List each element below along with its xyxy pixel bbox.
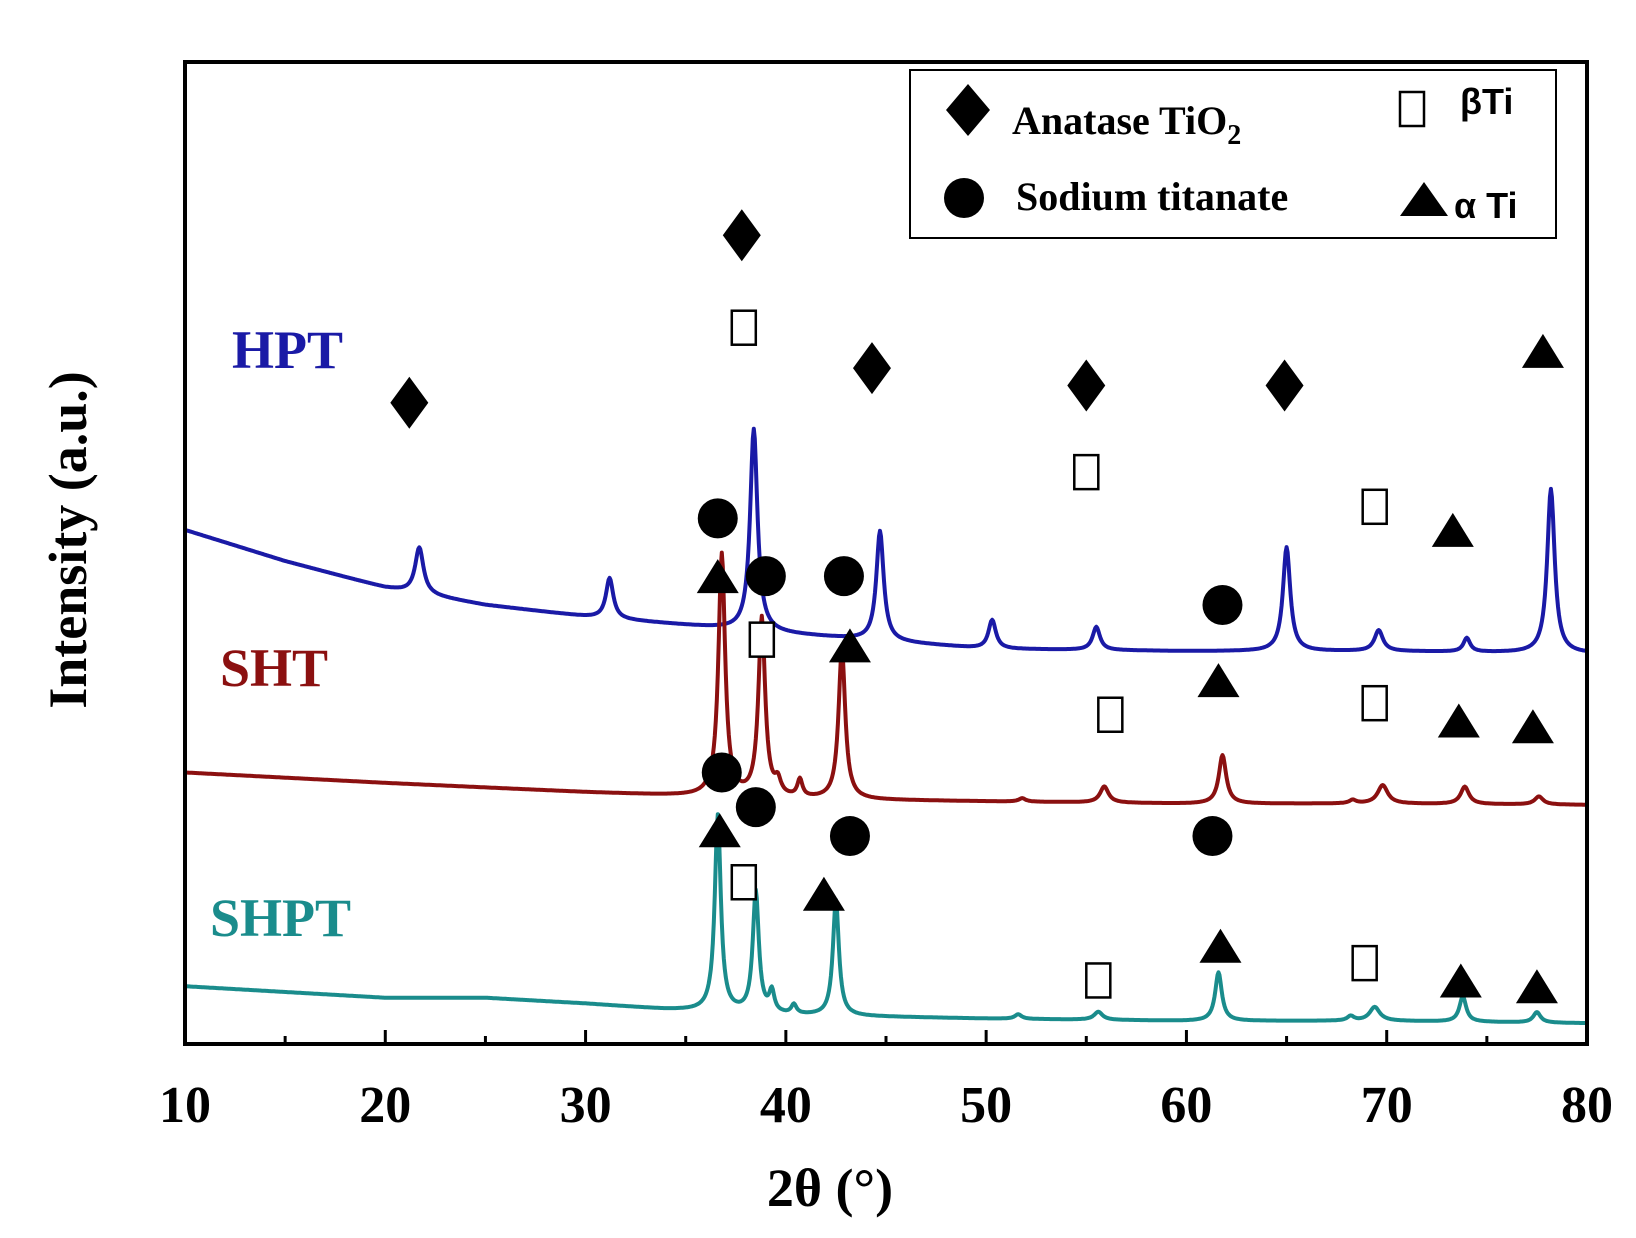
sodium-titanate-circle-marker — [1202, 584, 1243, 625]
beta-ti-square-marker — [730, 309, 758, 346]
sodium-titanate-circle-marker — [823, 556, 864, 597]
legend: Anatase TiO2 βTi Sodium titanate α Ti — [909, 69, 1557, 239]
x-tick-label: 20 — [359, 1077, 411, 1134]
alpha-ti-triangle-marker — [698, 813, 741, 848]
beta-ti-square-marker — [1361, 488, 1388, 526]
beta-ti-square-marker — [730, 864, 758, 901]
legend-label-sodium-titanate: Sodium titanate — [1016, 174, 1288, 219]
diamond-icon — [946, 84, 990, 136]
series-label-hpt: HPT — [232, 320, 343, 380]
series-line-sht — [184, 550, 1588, 807]
sodium-titanate-circle-marker — [1192, 816, 1233, 857]
legend-label-alpha-ti: α Ti — [1454, 185, 1517, 226]
y-axis-title: Intensity (a.u.) — [38, 371, 98, 709]
anatase-diamond-marker — [852, 342, 891, 395]
circle-icon — [944, 178, 984, 218]
x-tick-label: 10 — [159, 1077, 211, 1134]
beta-ti-square-marker — [1097, 696, 1124, 733]
alpha-ti-triangle-marker — [1437, 703, 1480, 738]
anatase-diamond-marker — [1067, 359, 1106, 412]
legend-label-beta-ti: βTi — [1460, 81, 1513, 122]
alpha-ti-triangle-marker — [1511, 709, 1554, 744]
sodium-titanate-circle-marker — [745, 556, 786, 597]
alpha-ti-triangle-marker — [802, 876, 845, 911]
alpha-ti-triangle-marker — [1439, 963, 1482, 998]
legend-box — [909, 69, 1557, 239]
x-tick-label: 60 — [1160, 1077, 1212, 1134]
series-line-hpt — [184, 426, 1588, 654]
sodium-titanate-circle-marker — [829, 816, 870, 857]
data-layer — [184, 209, 1588, 1026]
legend-label-anatase: Anatase TiO2 — [1012, 98, 1241, 151]
x-tick-label: 30 — [560, 1077, 612, 1134]
series-label-sht: SHT — [220, 638, 328, 698]
triangle-icon — [1400, 182, 1448, 216]
alpha-ti-triangle-marker — [828, 628, 871, 663]
series-label-shpt: SHPT — [210, 888, 351, 948]
anatase-diamond-marker — [1265, 359, 1304, 412]
x-axis-title: 2θ (°) — [767, 1158, 893, 1218]
alpha-ti-triangle-marker — [1197, 663, 1240, 698]
series-line-shpt — [184, 812, 1588, 1026]
alpha-ti-triangle-marker — [1521, 333, 1564, 368]
sodium-titanate-circle-marker — [735, 787, 776, 828]
sodium-titanate-circle-marker — [697, 498, 738, 539]
beta-ti-square-marker — [1361, 684, 1388, 722]
alpha-ti-triangle-marker — [1515, 969, 1558, 1004]
alpha-ti-triangle-marker — [1431, 512, 1474, 547]
sodium-titanate-circle-marker — [701, 752, 742, 793]
alpha-ti-triangle-marker — [1199, 928, 1242, 963]
beta-ti-square-marker — [1085, 962, 1112, 999]
x-tick-label: 80 — [1561, 1077, 1613, 1134]
alpha-ti-triangle-marker — [696, 559, 739, 594]
x-tick-label: 70 — [1361, 1077, 1413, 1134]
x-axis: 10 20 30 40 50 60 70 80 — [159, 1030, 1613, 1134]
anatase-diamond-marker — [390, 376, 429, 429]
x-tick-label: 40 — [760, 1077, 812, 1134]
anatase-diamond-marker — [722, 209, 761, 262]
x-tick-label: 50 — [960, 1077, 1012, 1134]
beta-ti-square-marker — [748, 621, 776, 658]
beta-ti-square-marker — [1073, 453, 1100, 491]
beta-ti-square-marker — [1351, 944, 1378, 982]
open-square-icon — [1398, 90, 1426, 128]
